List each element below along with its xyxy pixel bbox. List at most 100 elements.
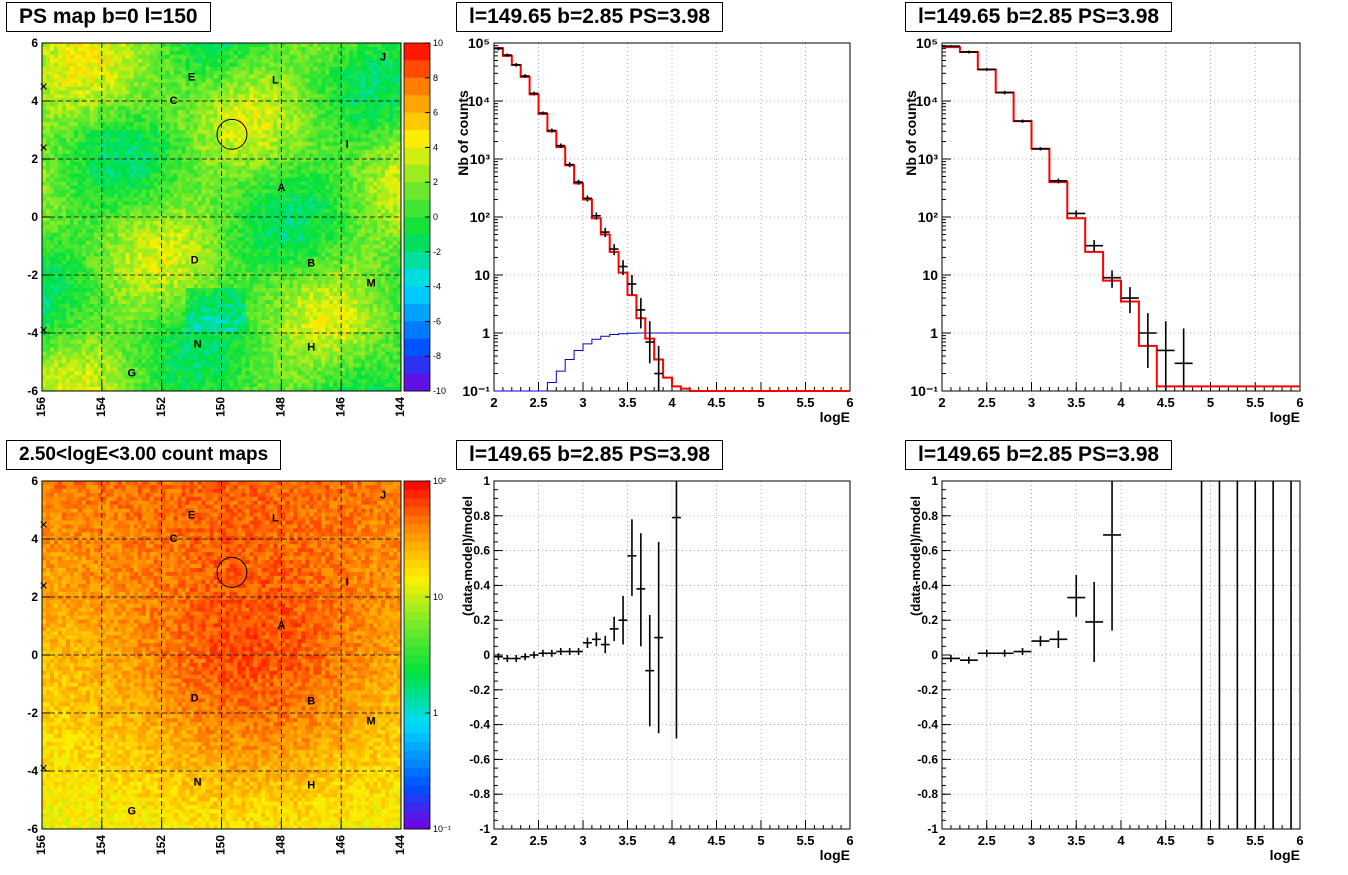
colorbar-step — [404, 286, 430, 305]
x-tick-label: 4.5 — [707, 395, 725, 410]
y-tick-label: 0.6 — [921, 544, 938, 558]
colorbar-tick-label: 10² — [433, 476, 446, 486]
colorbar-step — [404, 524, 430, 534]
colorbar-tick-label: 1 — [433, 708, 438, 718]
x-tick-label: 3 — [1028, 833, 1035, 848]
x-axis-label: logE — [820, 847, 850, 863]
colorbar-tick-label: 10 — [433, 592, 443, 602]
x-tick-label: 3 — [1028, 395, 1035, 410]
colorbar-step — [404, 646, 430, 656]
x-tick-label: 5 — [757, 833, 764, 848]
colorbar-tick-label: -10 — [433, 386, 446, 396]
colorbar-tick-label: 0 — [433, 212, 438, 222]
colorbar-step — [404, 776, 430, 786]
x-tick-label: 144 — [393, 397, 407, 417]
colorbar-step — [404, 820, 430, 830]
x-tick-label: 150 — [214, 397, 228, 417]
colorbar-step — [404, 130, 430, 148]
x-tick-label: 6 — [1296, 833, 1303, 848]
y-tick-label: -1 — [927, 822, 938, 836]
colorbar-step — [404, 498, 430, 508]
y-tick-label: 0.8 — [473, 509, 490, 523]
x-tick-label: 4 — [668, 395, 676, 410]
x-tick-label: 4 — [668, 833, 676, 848]
colorbar-step — [404, 533, 430, 543]
x-tick-label: 5.5 — [1246, 395, 1264, 410]
y-tick-label: 10⁻¹ — [462, 383, 490, 399]
colorbar-step — [404, 550, 430, 560]
edge-marker: ✕ — [39, 142, 48, 154]
x-tick-label: 2 — [938, 395, 945, 410]
x-tick-label: 148 — [274, 397, 288, 417]
source-label-d: D — [191, 692, 199, 704]
colorbar-step — [404, 681, 430, 691]
y-axis-label: (data-model)/model — [460, 496, 475, 616]
source-label-e: E — [188, 510, 195, 522]
colorbar-step — [404, 373, 430, 392]
y-tick-label: 10⁵ — [468, 35, 490, 51]
colorbar-step — [404, 663, 430, 673]
y-tick-label: -0.8 — [917, 787, 938, 801]
colorbar-step — [404, 655, 430, 665]
colorbar-step — [404, 672, 430, 682]
edge-marker: ✕ — [39, 580, 48, 592]
count-map-title: 2.50<logE<3.00 count maps — [6, 440, 282, 470]
spectrum-a-title: l=149.65 b=2.85 PS=3.98 — [456, 2, 724, 32]
source-label-m: M — [366, 716, 375, 728]
efficiency-curve — [494, 332, 850, 392]
count-map-cells — [42, 481, 402, 830]
x-tick-label: 2.5 — [978, 395, 996, 410]
x-tick-label: 3 — [579, 395, 586, 410]
ps-map-panel: 156 154 152 150 148 146 144 6 4 2 0 -2 -4 -6 ✕ ✕ ✕ E L J C I A… — [27, 36, 446, 417]
y-tick-label: 1 — [931, 474, 938, 488]
y-tick-label: 10 — [922, 267, 938, 283]
spectrum-b-title: l=149.65 b=2.85 PS=3.98 — [905, 2, 1173, 32]
source-label-g: G — [127, 368, 136, 380]
residual-b-title: l=149.65 b=2.85 PS=3.98 — [905, 440, 1173, 470]
y-tick-label: 10² — [918, 209, 939, 225]
source-label-i: I — [346, 138, 349, 150]
y-tick-label: -0.4 — [917, 718, 938, 732]
x-tick-label: 5.5 — [796, 395, 814, 410]
y-tick-label: 10³ — [470, 151, 491, 167]
colorbar-step — [404, 199, 430, 218]
y-tick-label: 0.6 — [473, 544, 490, 558]
x-tick-label: 4.5 — [707, 833, 725, 848]
edge-marker: ✕ — [39, 763, 48, 775]
colorbar-step — [404, 715, 430, 725]
colorbar-step — [404, 768, 430, 778]
y-tick-label: 0.2 — [921, 613, 938, 627]
y-tick-label: 0 — [31, 648, 38, 662]
spectrum-a-panel: 2 2.5 3 3.5 4 4.5 5 5.5 6 10⁻¹ 1 10 10² 10³ 10⁴ 10⁵ logE… — [455, 35, 854, 425]
x-tick-label: 156 — [34, 397, 48, 417]
x-tick-label: 4.5 — [1157, 833, 1175, 848]
x-tick-label: 4.5 — [1157, 395, 1175, 410]
colorbar-tick-label: 4 — [433, 142, 438, 152]
colorbar-step — [404, 811, 430, 821]
y-tick-label: -0.4 — [469, 718, 490, 732]
colorbar-step — [404, 628, 430, 638]
x-tick-label: 6 — [846, 833, 853, 848]
colorbar-step — [404, 585, 430, 595]
x-tick-label: 3.5 — [618, 395, 636, 410]
colorbar-step — [404, 698, 430, 708]
colorbar-step — [404, 568, 430, 578]
x-axis-label: logE — [1270, 409, 1300, 425]
y-tick-label: 0.4 — [921, 578, 938, 592]
colorbar-step — [404, 60, 430, 79]
x-tick-label: 6 — [846, 395, 853, 410]
colorbar-step — [404, 304, 430, 322]
source-label-e: E — [188, 72, 195, 84]
source-circle — [216, 556, 248, 588]
y-tick-label: 4 — [31, 94, 38, 108]
colorbar-step — [404, 356, 430, 374]
colorbar-tick-label: -6 — [433, 316, 441, 326]
colorbar-step — [404, 95, 430, 113]
colorbar-step — [404, 559, 430, 569]
y-axis-label: Nb of counts — [455, 90, 471, 176]
colorbar-step — [404, 689, 430, 699]
colorbar-tick-label: 8 — [433, 73, 438, 83]
count-map-panel: 156 154 152 150 148 146 144 6 4 2 0 -2 -4 -6 ✕ ✕ ✕ E L J C I A… — [27, 474, 450, 855]
x-tick-label: 3.5 — [1067, 833, 1085, 848]
